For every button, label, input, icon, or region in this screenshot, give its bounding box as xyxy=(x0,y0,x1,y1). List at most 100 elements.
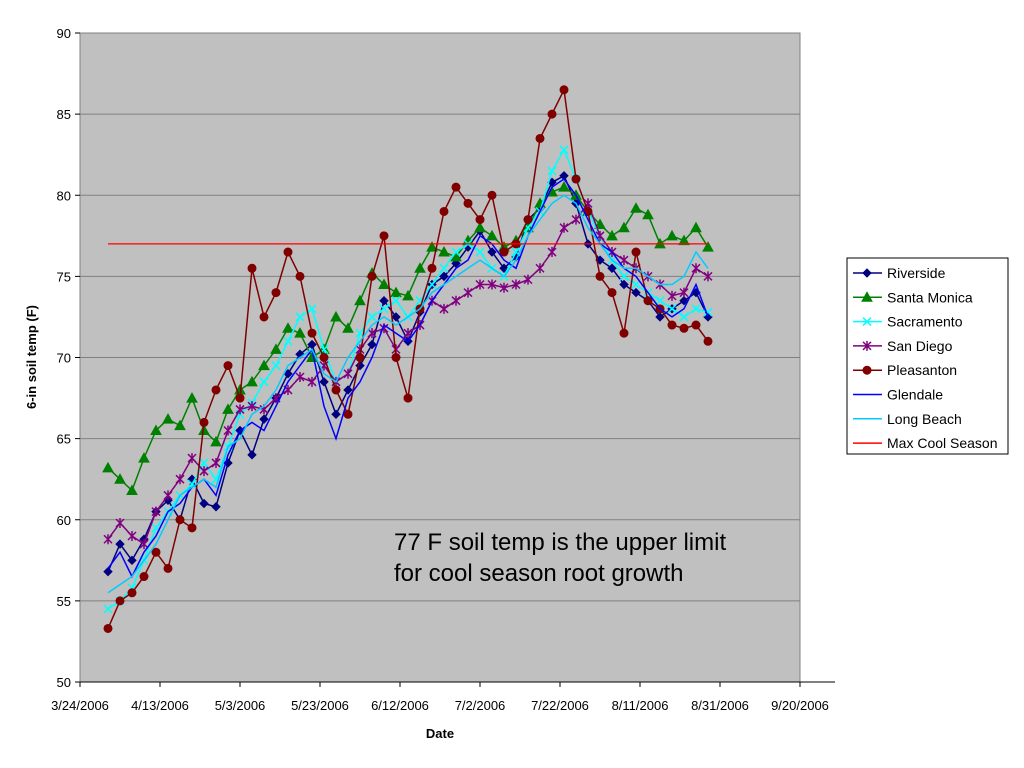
legend-item-long-beach: Long Beach xyxy=(853,411,962,427)
y-tick-label: 80 xyxy=(57,188,71,203)
data-point-riverside xyxy=(259,414,269,424)
data-point-sacramento xyxy=(259,377,269,387)
legend-marker xyxy=(862,365,872,375)
data-point-santa-monica xyxy=(282,322,294,333)
data-point-sacramento xyxy=(187,479,197,489)
data-point-pleasanton xyxy=(355,353,365,362)
x-tick-label: 5/23/2006 xyxy=(291,698,349,713)
data-point-santa-monica xyxy=(126,484,138,496)
data-point-santa-monica xyxy=(294,327,306,338)
data-point-san-diego xyxy=(139,539,149,550)
data-point-san-diego xyxy=(475,279,485,290)
data-point-san-diego xyxy=(151,506,161,517)
legend-label: Long Beach xyxy=(887,411,962,427)
data-point-santa-monica xyxy=(162,413,174,424)
data-point-pleasanton xyxy=(571,174,581,184)
data-point-san-diego xyxy=(463,287,473,298)
data-point-pleasanton xyxy=(211,385,221,395)
legend-box xyxy=(846,257,1009,455)
x-tick-label: 8/11/2006 xyxy=(612,698,669,713)
data-point-santa-monica xyxy=(114,473,126,484)
data-point-san-diego xyxy=(295,371,305,382)
data-point-sacramento xyxy=(427,279,437,290)
data-point-riverside xyxy=(211,502,221,512)
data-point-santa-monica xyxy=(690,221,702,233)
data-point-san-diego xyxy=(343,368,353,379)
series-glendale xyxy=(107,177,709,579)
legend-item-riverside: Riverside xyxy=(853,265,946,281)
data-point-pleasanton xyxy=(643,296,653,306)
data-point-riverside xyxy=(127,555,137,566)
series-pleasanton xyxy=(103,85,713,633)
data-point-riverside xyxy=(619,279,629,290)
data-point-santa-monica xyxy=(678,234,690,246)
data-point-pleasanton xyxy=(667,320,677,330)
legend-item-san-diego: San Diego xyxy=(853,338,953,354)
data-point-santa-monica xyxy=(618,221,630,233)
data-point-san-diego xyxy=(679,287,689,298)
series-layer xyxy=(102,85,714,633)
data-point-santa-monica xyxy=(666,229,678,241)
data-point-riverside xyxy=(343,385,353,395)
data-point-pleasanton xyxy=(163,563,173,573)
data-point-pleasanton xyxy=(103,623,113,633)
data-point-san-diego xyxy=(163,490,173,501)
data-point-pleasanton xyxy=(295,271,305,281)
y-tick-label: 85 xyxy=(57,107,71,122)
data-point-pleasanton xyxy=(367,271,377,281)
data-point-sacramento xyxy=(103,604,113,614)
series-line-glendale xyxy=(107,177,709,579)
data-point-pleasanton xyxy=(115,596,125,606)
data-point-pleasanton xyxy=(703,336,713,346)
data-point-pleasanton xyxy=(523,215,533,225)
legend-marker xyxy=(862,340,872,351)
data-point-santa-monica xyxy=(630,202,642,213)
legend-label: Max Cool Season xyxy=(887,435,998,451)
data-point-san-diego xyxy=(559,222,569,233)
data-point-pleasanton xyxy=(139,572,149,582)
legend: Riverside Santa Monica Sacramento San Diego… xyxy=(846,257,1009,455)
data-point-san-diego xyxy=(487,279,497,290)
data-point-santa-monica xyxy=(210,435,222,447)
data-point-santa-monica xyxy=(378,278,390,289)
data-point-sacramento xyxy=(367,312,377,322)
data-point-pleasanton xyxy=(679,323,689,333)
data-point-santa-monica xyxy=(402,289,414,301)
data-point-pleasanton xyxy=(127,588,137,598)
data-point-san-diego xyxy=(211,457,221,468)
data-point-san-diego xyxy=(703,271,713,282)
data-point-sacramento xyxy=(547,166,557,176)
data-point-sacramento xyxy=(391,296,401,306)
y-tick-label: 50 xyxy=(57,675,71,690)
data-point-riverside xyxy=(379,296,389,306)
data-point-pleasanton xyxy=(259,312,269,322)
legend-label: Riverside xyxy=(887,265,946,281)
data-point-pleasanton xyxy=(607,288,617,298)
data-point-pleasanton xyxy=(391,353,401,362)
y-tick-label: 70 xyxy=(57,351,71,366)
data-point-sacramento xyxy=(559,145,569,155)
data-point-pleasanton xyxy=(247,263,257,273)
legend-marker xyxy=(861,291,873,302)
data-point-santa-monica xyxy=(474,221,486,233)
data-point-sacramento xyxy=(379,304,389,314)
y-tick-label: 55 xyxy=(57,594,71,609)
data-point-pleasanton xyxy=(235,393,245,403)
data-point-pleasanton xyxy=(631,247,641,257)
data-point-riverside xyxy=(607,263,617,273)
data-point-santa-monica xyxy=(594,218,606,229)
data-point-pleasanton xyxy=(547,109,557,119)
data-point-sacramento xyxy=(691,304,701,314)
legend-marker xyxy=(862,268,872,278)
data-point-san-diego xyxy=(439,303,449,314)
data-point-san-diego xyxy=(451,295,461,306)
data-point-pleasanton xyxy=(175,515,185,525)
y-tick-label: 90 xyxy=(57,26,71,41)
data-point-pleasanton xyxy=(283,247,293,257)
data-point-sacramento xyxy=(295,312,305,322)
data-point-san-diego xyxy=(403,328,413,339)
data-point-santa-monica xyxy=(414,262,426,273)
data-point-san-diego xyxy=(571,214,581,225)
data-point-pleasanton xyxy=(439,206,449,216)
